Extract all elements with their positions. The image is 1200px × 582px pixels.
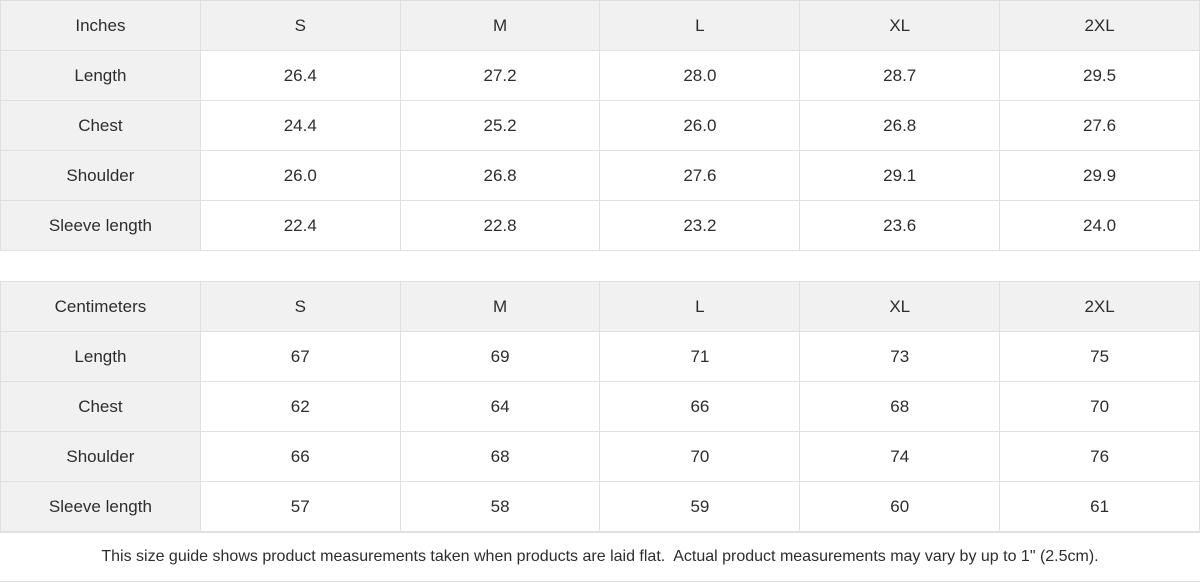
value-cell: 28.0 bbox=[599, 50, 801, 101]
value-cell: 69 bbox=[399, 331, 601, 382]
value-cell: 27.2 bbox=[399, 50, 601, 101]
value-cell: 22.8 bbox=[399, 200, 601, 251]
row-label-cell: Shoulder bbox=[0, 150, 201, 201]
value-cell: 66 bbox=[599, 381, 801, 432]
value-cell: 23.2 bbox=[599, 200, 801, 251]
table-gap bbox=[0, 251, 1200, 281]
value-cell: 74 bbox=[799, 431, 1001, 482]
table-row: Sleeve length 22.4 22.8 23.2 23.6 24.0 bbox=[0, 200, 1200, 251]
table-row: Chest 24.4 25.2 26.0 26.8 27.6 bbox=[0, 100, 1200, 151]
row-label-cell: Sleeve length bbox=[0, 481, 201, 532]
value-cell: 26.0 bbox=[199, 150, 401, 201]
value-cell: 64 bbox=[399, 381, 601, 432]
value-cell: 22.4 bbox=[199, 200, 401, 251]
unit-header-cell: Inches bbox=[0, 0, 201, 51]
header-row: Inches S M L XL 2XL bbox=[0, 0, 1200, 51]
header-row: Centimeters S M L XL 2XL bbox=[0, 281, 1200, 332]
value-cell: 68 bbox=[399, 431, 601, 482]
value-cell: 27.6 bbox=[999, 100, 1200, 151]
table-row: Sleeve length 57 58 59 60 61 bbox=[0, 481, 1200, 532]
size-header-cell: L bbox=[599, 0, 801, 51]
row-label-cell: Sleeve length bbox=[0, 200, 201, 251]
value-cell: 25.2 bbox=[399, 100, 601, 151]
value-cell: 24.4 bbox=[199, 100, 401, 151]
table-row: Chest 62 64 66 68 70 bbox=[0, 381, 1200, 432]
value-cell: 62 bbox=[199, 381, 401, 432]
value-cell: 26.8 bbox=[399, 150, 601, 201]
unit-header-cell: Centimeters bbox=[0, 281, 201, 332]
value-cell: 59 bbox=[599, 481, 801, 532]
row-label-cell: Length bbox=[0, 331, 201, 382]
value-cell: 75 bbox=[999, 331, 1200, 382]
value-cell: 70 bbox=[999, 381, 1200, 432]
table-row: Shoulder 66 68 70 74 76 bbox=[0, 431, 1200, 482]
value-cell: 71 bbox=[599, 331, 801, 382]
size-header-cell: M bbox=[399, 281, 601, 332]
size-header-cell: S bbox=[199, 281, 401, 332]
value-cell: 28.7 bbox=[799, 50, 1001, 101]
size-guide-footer-note: This size guide shows product measuremen… bbox=[0, 532, 1200, 582]
value-cell: 73 bbox=[799, 331, 1001, 382]
value-cell: 66 bbox=[199, 431, 401, 482]
centimeters-size-table: Centimeters S M L XL 2XL Length 67 69 71 73 75 Chest… bbox=[0, 281, 1200, 532]
value-cell: 70 bbox=[599, 431, 801, 482]
row-label-cell: Length bbox=[0, 50, 201, 101]
value-cell: 29.9 bbox=[999, 150, 1200, 201]
inches-size-table: Inches S M L XL 2XL Length 26.4 27.2 28.0 28.7 29.5… bbox=[0, 0, 1200, 251]
value-cell: 29.5 bbox=[999, 50, 1200, 101]
row-label-cell: Chest bbox=[0, 100, 201, 151]
size-header-cell: 2XL bbox=[999, 0, 1200, 51]
table-row: Shoulder 26.0 26.8 27.6 29.1 29.9 bbox=[0, 150, 1200, 201]
size-header-cell: S bbox=[199, 0, 401, 51]
value-cell: 23.6 bbox=[799, 200, 1001, 251]
value-cell: 26.0 bbox=[599, 100, 801, 151]
value-cell: 76 bbox=[999, 431, 1200, 482]
size-header-cell: XL bbox=[799, 281, 1001, 332]
size-header-cell: L bbox=[599, 281, 801, 332]
value-cell: 67 bbox=[199, 331, 401, 382]
size-header-cell: M bbox=[399, 0, 601, 51]
value-cell: 57 bbox=[199, 481, 401, 532]
value-cell: 26.4 bbox=[199, 50, 401, 101]
value-cell: 26.8 bbox=[799, 100, 1001, 151]
row-label-cell: Shoulder bbox=[0, 431, 201, 482]
value-cell: 68 bbox=[799, 381, 1001, 432]
value-cell: 24.0 bbox=[999, 200, 1200, 251]
value-cell: 61 bbox=[999, 481, 1200, 532]
value-cell: 60 bbox=[799, 481, 1001, 532]
value-cell: 29.1 bbox=[799, 150, 1001, 201]
table-row: Length 67 69 71 73 75 bbox=[0, 331, 1200, 382]
size-header-cell: 2XL bbox=[999, 281, 1200, 332]
size-header-cell: XL bbox=[799, 0, 1001, 51]
value-cell: 58 bbox=[399, 481, 601, 532]
row-label-cell: Chest bbox=[0, 381, 201, 432]
value-cell: 27.6 bbox=[599, 150, 801, 201]
table-row: Length 26.4 27.2 28.0 28.7 29.5 bbox=[0, 50, 1200, 101]
